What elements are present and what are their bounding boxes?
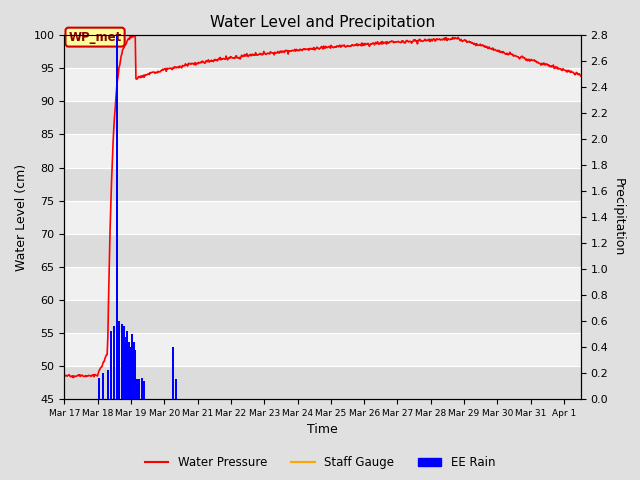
Bar [126, 331, 128, 399]
Bar [64, 234, 580, 267]
Bar [113, 326, 115, 399]
Bar [138, 380, 140, 399]
Bar [123, 326, 125, 399]
Y-axis label: Water Level (cm): Water Level (cm) [15, 164, 28, 271]
Bar [172, 347, 173, 399]
Bar [64, 68, 580, 101]
Bar [64, 267, 580, 300]
Bar [143, 381, 145, 399]
Y-axis label: Precipitation: Precipitation [612, 178, 625, 256]
Bar [129, 347, 131, 399]
Bar [64, 168, 580, 201]
Bar [64, 101, 580, 134]
Bar [64, 134, 580, 168]
Bar [64, 300, 580, 333]
Bar [107, 371, 109, 399]
Bar [116, 36, 118, 399]
Bar [131, 334, 133, 399]
Bar [124, 336, 126, 399]
Bar [64, 333, 580, 366]
Bar [64, 36, 580, 68]
Legend: Water Pressure, Staff Gauge, EE Rain: Water Pressure, Staff Gauge, EE Rain [140, 452, 500, 474]
Bar [132, 342, 134, 399]
Text: WP_met: WP_met [68, 31, 122, 44]
Bar [64, 201, 580, 234]
Bar [99, 378, 100, 399]
Bar [127, 342, 129, 399]
Bar [141, 378, 143, 399]
Bar [110, 331, 112, 399]
Bar [134, 349, 136, 399]
Bar [118, 321, 120, 399]
Title: Water Level and Precipitation: Water Level and Precipitation [210, 15, 435, 30]
Bar [120, 324, 123, 399]
Bar [136, 380, 138, 399]
Bar [102, 373, 104, 399]
X-axis label: Time: Time [307, 423, 338, 436]
Bar [64, 366, 580, 399]
Bar [175, 380, 177, 399]
